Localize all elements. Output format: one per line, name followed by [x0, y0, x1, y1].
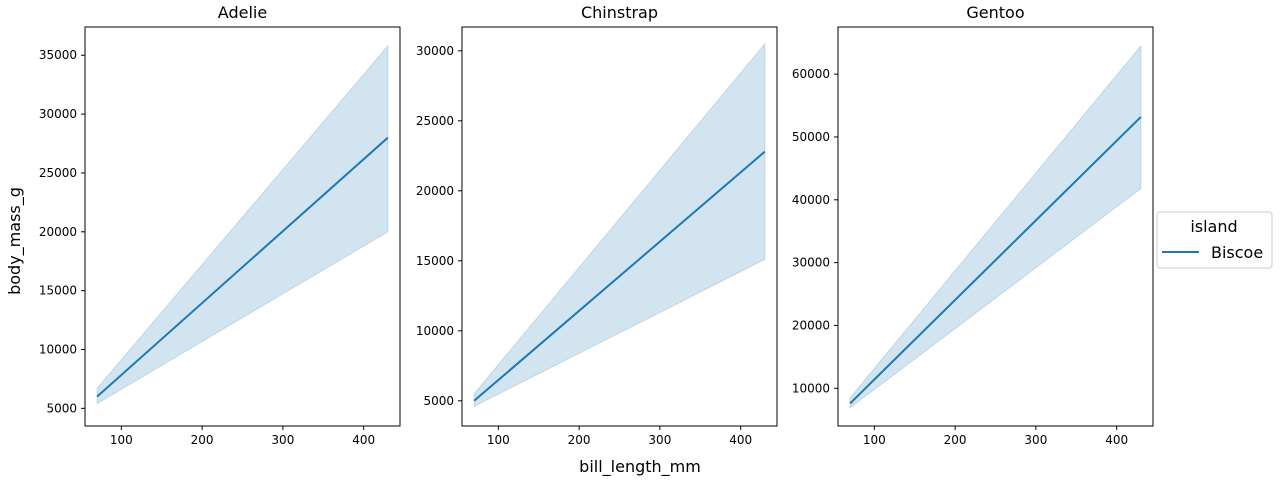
x-tick-label: 100: [487, 433, 510, 447]
panel-chinstrap: 100 200 300 400 5000 10000 15000 20000 25000 3000…: [416, 3, 778, 447]
panels: 100 200 300 400 5000 10000 15000 20000 25000 3000…: [39, 3, 1154, 447]
x-tick-label: 100: [110, 433, 133, 447]
confidence-band: [473, 42, 766, 408]
axes-frame: [461, 26, 778, 427]
y-tick-label: 5000: [46, 401, 77, 415]
y-tick-label: 20000: [39, 225, 77, 239]
legend-frame: [1156, 211, 1273, 269]
x-tick-label: 300: [271, 433, 294, 447]
y-tick-label: 60000: [792, 67, 830, 81]
panel-title: Adelie: [218, 3, 267, 22]
x-axis-label: bill_length_mm: [579, 457, 701, 477]
series-line-biscoe: [849, 116, 1142, 405]
panel-adelie: 100 200 300 400 5000 10000 15000 20000 25000 3000…: [39, 3, 401, 447]
x-tick-label: 200: [191, 433, 214, 447]
panel-gentoo: 100 200 300 400 10000 20000 30000 40000 50000 600…: [792, 3, 1154, 447]
legend-title: island: [1190, 217, 1237, 236]
x-tick-label: 300: [648, 433, 671, 447]
x-tick-label: 200: [568, 433, 591, 447]
x-tick-label: 400: [729, 433, 752, 447]
y-tick-label: 5000: [423, 394, 454, 408]
x-tick-label: 400: [1105, 433, 1128, 447]
confidence-band: [96, 44, 389, 405]
y-tick-label: 30000: [39, 107, 77, 121]
y-tick-label: 50000: [792, 130, 830, 144]
y-tick-label: 25000: [39, 166, 77, 180]
legend-label-biscoe: Biscoe: [1211, 243, 1263, 262]
y-tick-label: 15000: [416, 254, 454, 268]
axes-frame: [837, 26, 1154, 427]
y-tick-label: 40000: [792, 193, 830, 207]
x-tick-label: 100: [863, 433, 886, 447]
y-tick-label: 10000: [416, 324, 454, 338]
x-tick-label: 200: [944, 433, 967, 447]
y-tick-label: 15000: [39, 284, 77, 298]
x-tick-label: 300: [1024, 433, 1047, 447]
legend: island Biscoe: [1156, 211, 1273, 269]
y-tick-label: 35000: [39, 48, 77, 62]
axes-frame: [84, 26, 401, 427]
y-tick-label: 30000: [416, 44, 454, 58]
y-tick-label: 10000: [39, 342, 77, 356]
confidence-band: [849, 44, 1142, 409]
x-tick-label: 400: [352, 433, 375, 447]
series-line-biscoe: [96, 136, 389, 398]
y-tick-label: 20000: [416, 184, 454, 198]
panel-title: Chinstrap: [581, 3, 658, 22]
series-line-biscoe: [473, 150, 766, 402]
y-tick-label: 10000: [792, 381, 830, 395]
y-tick-label: 25000: [416, 114, 454, 128]
panel-title: Gentoo: [966, 3, 1024, 22]
y-tick-label: 20000: [792, 318, 830, 332]
y-axis-label: body_mass_g: [5, 187, 25, 295]
y-tick-label: 30000: [792, 256, 830, 270]
